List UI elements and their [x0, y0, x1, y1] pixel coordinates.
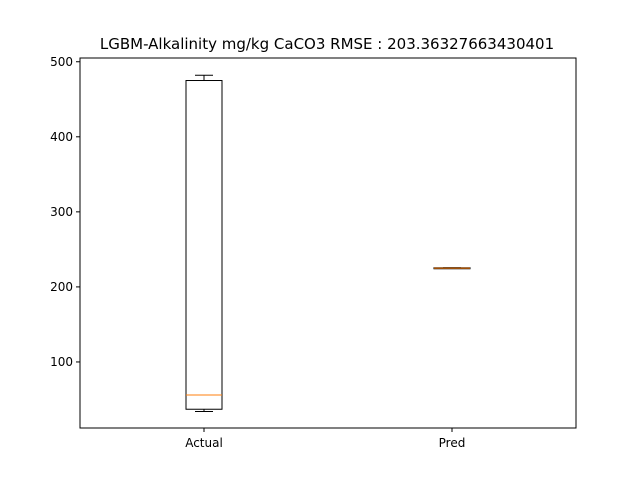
y-tick-label: 400: [50, 130, 73, 144]
plot-area: [79, 57, 577, 429]
box-iqr: [185, 80, 223, 410]
x-axis: Actual Pred: [185, 428, 465, 450]
x-tick-label: Pred: [439, 436, 466, 450]
y-tick-label: 500: [50, 55, 73, 69]
boxes-group: [185, 74, 471, 412]
y-tick-label: 300: [50, 205, 73, 219]
y-tick-label: 200: [50, 280, 73, 294]
chart-title: LGBM-Alkalinity mg/kg CaCO3 RMSE : 203.3…: [100, 35, 554, 53]
box-pred: [433, 267, 471, 270]
y-axis: 100 200 300 400 500: [50, 55, 80, 369]
box-actual: [185, 74, 223, 412]
x-tick-label: Actual: [185, 436, 223, 450]
y-tick-label: 100: [50, 355, 73, 369]
